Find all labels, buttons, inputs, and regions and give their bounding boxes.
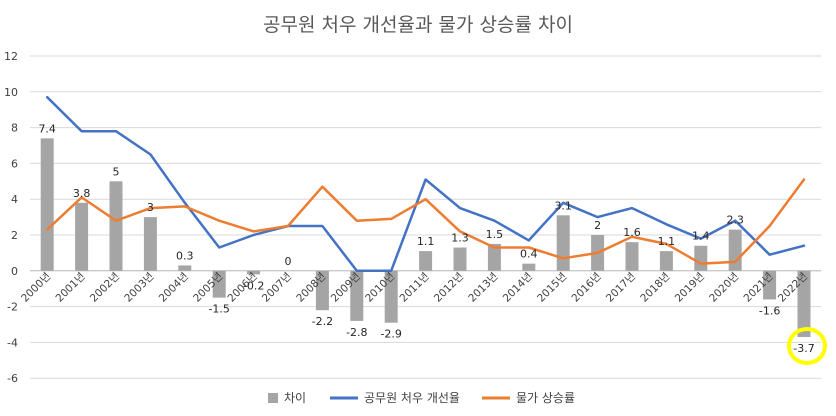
bar [143, 217, 157, 271]
line-series [45, 95, 806, 273]
data-label: -3.7 [793, 342, 814, 355]
x-tick-label: 2007년 [260, 270, 294, 304]
bar [247, 270, 261, 275]
data-label: 2 [594, 219, 601, 232]
data-label: 1.1 [417, 235, 435, 248]
data-label: 3.1 [554, 199, 572, 212]
x-tick-label: 2015년 [535, 270, 569, 304]
data-label: 7.4 [38, 122, 56, 135]
bar [75, 202, 89, 271]
bar [659, 251, 673, 271]
y-tick-label: 8 [11, 122, 18, 135]
x-tick-label: 2014년 [501, 270, 535, 304]
x-tick-label: 2003년 [122, 270, 156, 304]
data-label: 2.3 [726, 214, 744, 227]
data-label: 3 [147, 201, 154, 214]
series-line [45, 95, 806, 273]
bar [728, 229, 742, 271]
data-label: 1.6 [623, 226, 641, 239]
y-tick-label: 6 [11, 157, 18, 170]
data-label: 1.5 [486, 228, 504, 241]
data-label: 0.3 [176, 249, 194, 262]
bar [797, 270, 811, 338]
y-tick-label: 0 [11, 265, 18, 278]
data-label: -2.8 [346, 326, 367, 339]
y-tick-label: 2 [11, 229, 18, 242]
x-tick-label: 2011년 [398, 270, 432, 304]
bar [350, 270, 364, 321]
y-tick-label: 10 [4, 86, 18, 99]
x-tick-label: 2020년 [707, 270, 741, 304]
annotation [787, 326, 827, 365]
x-tick-label: 2019년 [673, 270, 707, 304]
bar [212, 270, 226, 298]
series-line [45, 178, 806, 265]
x-tick-label: 2018년 [638, 270, 672, 304]
x-tick-label: 2000년 [19, 270, 53, 304]
legend-label: 차이 [284, 391, 306, 405]
data-label: 0.4 [520, 248, 538, 261]
x-tick-label: 2004년 [157, 270, 191, 304]
data-label: 1.4 [692, 230, 710, 243]
x-tick-label: 2002년 [88, 270, 122, 304]
data-label: 1.3 [451, 232, 469, 245]
x-axis: 2000년 2001년 2002년 2003년 2004년 2005년 2006년 2007년… [19, 270, 810, 304]
y-tick-label: 12 [4, 50, 18, 63]
x-tick-label: 2017년 [604, 270, 638, 304]
legend-label: 공무원 처우 개선율 [364, 391, 460, 405]
chart-title: 공무원 처우 개선율과 물가 상승률 차이 [263, 14, 573, 36]
bar [109, 181, 123, 271]
data-label: -2.9 [380, 328, 401, 341]
bar [453, 247, 467, 271]
y-axis: 12 10 8 6 4 2 0 -2 -4 -6 [4, 50, 18, 385]
data-label: -0.2 [243, 279, 264, 292]
legend-label: 물가 상승률 [516, 391, 575, 405]
data-label: 0 [285, 255, 292, 268]
bar [522, 263, 536, 271]
x-tick-label: 2001년 [54, 270, 88, 304]
data-label: 3.8 [73, 187, 91, 200]
bar [625, 242, 639, 271]
bar [384, 270, 398, 323]
data-label: -2.2 [312, 315, 333, 328]
bar [315, 270, 329, 311]
data-label: -1.6 [759, 304, 780, 317]
bar [763, 270, 777, 300]
legend: 차이 공무원 처우 개선율 물가 상승률 [268, 391, 575, 405]
bar [40, 138, 54, 271]
y-tick-label: 4 [11, 193, 18, 206]
bar [419, 251, 433, 271]
x-tick-label: 2016년 [570, 270, 604, 304]
data-label: 5 [113, 165, 120, 178]
data-labels: 7.4 3.8 5 3 0.3 -1.5 -0.2 0 -2.2 -2.8 -2.9 1.1 1.3 1.… [38, 122, 814, 355]
bar [487, 243, 501, 271]
bar-series [40, 138, 811, 338]
bar [694, 245, 708, 271]
y-tick-label: -4 [7, 336, 18, 349]
legend-swatch [268, 393, 278, 403]
x-tick-label: 2013년 [466, 270, 500, 304]
y-tick-label: -2 [7, 301, 18, 314]
data-label: -1.5 [208, 303, 229, 316]
highlight-circle [787, 326, 827, 365]
bar [178, 265, 192, 271]
bar [556, 215, 570, 271]
x-tick-label: 2012년 [432, 270, 466, 304]
y-tick-label: -6 [7, 372, 18, 385]
data-label: 1.1 [658, 235, 676, 248]
